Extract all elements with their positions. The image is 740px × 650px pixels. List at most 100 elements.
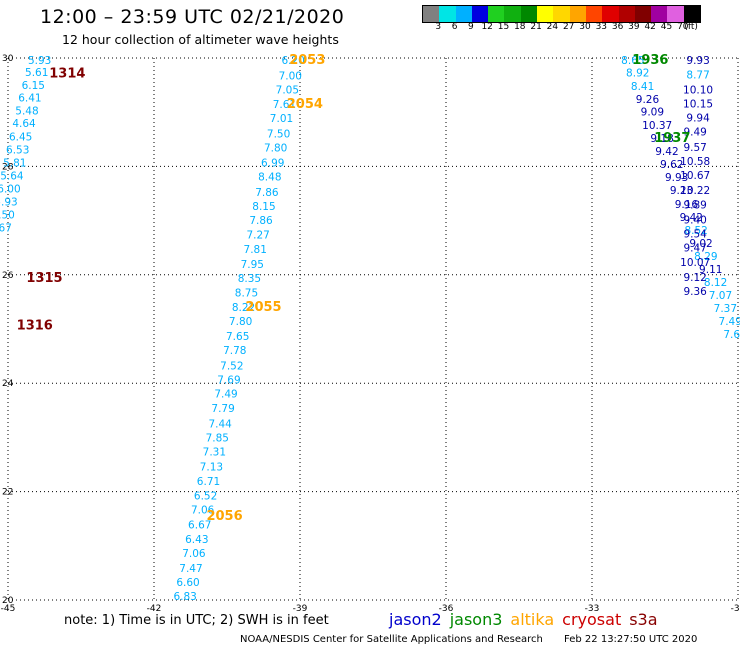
swh-value: 7.06 bbox=[182, 548, 206, 560]
swh-value: 6.67 bbox=[188, 520, 211, 532]
track-time-label: 2053 bbox=[289, 53, 325, 68]
swh-value: 7.31 bbox=[203, 446, 226, 458]
swh-value: 7.68 bbox=[723, 329, 740, 341]
swh-value: 7.95 bbox=[241, 259, 264, 271]
swh-value: 9.16 bbox=[675, 199, 699, 211]
track-time-label: 2054 bbox=[287, 97, 323, 112]
latitude-label: 22 bbox=[2, 488, 13, 498]
swh-value: 8.52 bbox=[684, 225, 707, 237]
swh-value: 9.42 bbox=[655, 146, 678, 158]
swh-value: 8.29 bbox=[694, 251, 717, 263]
longitude-label: -39 bbox=[293, 604, 308, 614]
latitude-label: 28 bbox=[2, 162, 14, 172]
swh-value: 6.20 bbox=[281, 55, 304, 67]
swh-value: 7.69 bbox=[217, 374, 240, 386]
swh-value: 9.40 bbox=[683, 215, 706, 227]
swh-value: 7.05 bbox=[276, 84, 299, 96]
track-time-label: 1937 bbox=[654, 131, 690, 146]
swh-value: 9.93 bbox=[665, 172, 688, 184]
swh-value: 8.12 bbox=[704, 277, 727, 289]
legend-altika: altika bbox=[510, 610, 555, 629]
swh-value: 6.83 bbox=[173, 591, 196, 603]
swh-value: 7.86 bbox=[249, 215, 273, 227]
swh-value: 5.61 bbox=[25, 67, 48, 79]
swh-value: 5.93 bbox=[28, 55, 51, 67]
swh-value: 5.64 bbox=[0, 171, 24, 183]
swh-value: 9.49 bbox=[683, 127, 706, 139]
longitude-label: -30 bbox=[731, 604, 740, 614]
source-credit: NOAA/NESDIS Center for Satellite Applica… bbox=[240, 634, 543, 645]
longitude-label: -42 bbox=[147, 604, 162, 614]
color-swatch-16 bbox=[683, 6, 701, 22]
map-title: 12:00 – 23:59 UTC 02/21/2020 bbox=[40, 6, 345, 28]
swh-value: 8.77 bbox=[686, 69, 709, 81]
color-scale-label: 15 bbox=[497, 22, 510, 32]
swh-value: 8.48 bbox=[258, 172, 281, 184]
swh-value: 7.44 bbox=[208, 418, 232, 430]
swh-value: 7.00 bbox=[279, 70, 302, 82]
swh-value: 7.27 bbox=[246, 230, 269, 242]
swh-value: 7.65 bbox=[226, 331, 249, 343]
legend-jason2: jason2 bbox=[389, 610, 442, 629]
legend-s3a: s3a bbox=[629, 610, 658, 629]
color-scale-label: 27 bbox=[562, 22, 575, 32]
swh-value: 7.81 bbox=[244, 244, 267, 256]
color-swatch-13 bbox=[634, 6, 652, 22]
color-scale-label: 12 bbox=[481, 22, 493, 32]
map-subtitle: 12 hour collection of altimeter wave hei… bbox=[62, 32, 339, 47]
swh-value: 6.45 bbox=[9, 132, 32, 144]
color-swatch-12 bbox=[618, 6, 635, 22]
track-time-label: 1315 bbox=[26, 271, 62, 286]
swh-value: 8.75 bbox=[235, 288, 258, 300]
swh-value: 8.41 bbox=[631, 81, 654, 93]
latitude-label: 26 bbox=[2, 271, 14, 281]
color-swatch-15 bbox=[667, 6, 684, 22]
swh-value: 7.49 bbox=[719, 316, 740, 328]
swh-value: 5.81 bbox=[3, 158, 26, 170]
color-scale-label: 42 bbox=[644, 22, 656, 32]
swh-value: 10.07 bbox=[680, 257, 710, 269]
swh-value: 7.52 bbox=[220, 360, 243, 372]
track-time-labels: 1314 1315 1316 2053 2054 2055 2056 1936 1937 bbox=[17, 53, 691, 524]
color-swatch-5 bbox=[504, 6, 521, 22]
swh-value: 5.50 bbox=[0, 210, 15, 222]
track-time-label: 2056 bbox=[206, 509, 242, 524]
color-swatch-7 bbox=[537, 6, 554, 22]
swh-value: 9.89 bbox=[683, 199, 706, 211]
swh-value: 10.67 bbox=[680, 170, 710, 182]
legend-jason3: jason3 bbox=[449, 610, 503, 629]
swh-value: 9.12 bbox=[683, 272, 706, 284]
swh-value: 7.80 bbox=[264, 142, 287, 154]
swh-value: 7.80 bbox=[229, 316, 252, 328]
swh-values: 5.935.616.156.415.484.646.456.535.815.64… bbox=[0, 55, 740, 603]
lat-lon-grid bbox=[7, 57, 739, 601]
swh-value: 10.58 bbox=[680, 156, 710, 168]
color-swatch-6 bbox=[520, 6, 538, 22]
swh-value: 7.61 bbox=[273, 99, 296, 111]
latitude-label: 24 bbox=[2, 379, 14, 389]
swh-value: 9.18 bbox=[650, 133, 673, 145]
color-swatch-1 bbox=[439, 6, 456, 22]
latitude-label: 20 bbox=[2, 596, 14, 606]
swh-value: 10.22 bbox=[680, 185, 710, 197]
color-swatch-3 bbox=[471, 6, 489, 22]
color-scale-label: 33 bbox=[595, 22, 608, 32]
swh-value: 8.15 bbox=[252, 201, 275, 213]
color-scale-label: 6 bbox=[451, 22, 458, 32]
swh-color-scale bbox=[422, 5, 702, 23]
swh-value: 6.53 bbox=[6, 145, 29, 157]
color-swatch-14 bbox=[651, 6, 668, 22]
color-swatch-0 bbox=[423, 6, 440, 22]
swh-value: 7.78 bbox=[223, 345, 246, 357]
longitude-label: -33 bbox=[585, 604, 600, 614]
swh-value: 10.37 bbox=[642, 120, 672, 132]
swh-value: 6.99 bbox=[261, 158, 284, 170]
swh-value: 6.60 bbox=[176, 577, 199, 589]
swh-value: 6.15 bbox=[22, 80, 45, 92]
swh-value: 6.67 bbox=[0, 223, 12, 235]
color-scale-label: 24 bbox=[546, 22, 559, 32]
color-scale-label: 21 bbox=[530, 22, 542, 32]
swh-value: 7.79 bbox=[211, 403, 234, 415]
swh-value: 10.15 bbox=[683, 99, 713, 111]
